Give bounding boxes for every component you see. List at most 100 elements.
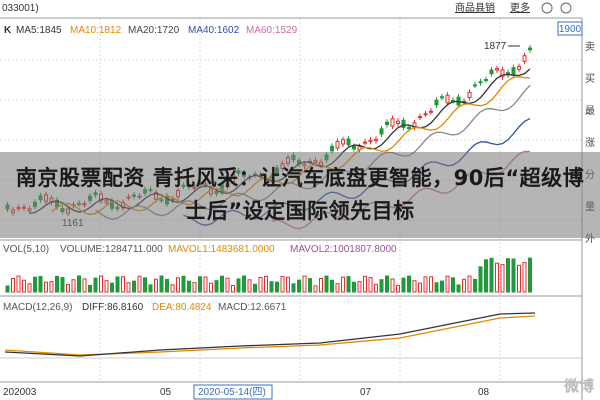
candle-body — [341, 139, 345, 145]
vol-label: MAVOL2:1001807.8000 — [290, 244, 397, 255]
volume-bar — [115, 276, 120, 293]
x-label: 202003 — [3, 387, 37, 398]
candle-body — [335, 140, 340, 149]
volume-bar — [143, 277, 147, 293]
volume-bar — [500, 264, 505, 293]
candle-body — [522, 55, 527, 62]
volume-bar — [60, 277, 65, 293]
volume-bar — [214, 280, 219, 293]
candle-body — [385, 121, 389, 126]
volume-bar — [242, 275, 246, 293]
candle-body — [368, 139, 373, 142]
volume-bar — [148, 284, 153, 293]
volume-bar — [71, 279, 76, 293]
volume-bar — [231, 284, 235, 293]
volume-bar — [324, 275, 329, 293]
candle-body — [401, 119, 406, 128]
volume-bar — [341, 276, 345, 293]
volume-bars — [5, 257, 532, 293]
macd-label: MACD(12,26,9) — [3, 302, 72, 313]
candle-body — [330, 145, 334, 152]
vol-label: VOLUME:1284711.000 — [60, 244, 163, 255]
volume-bar — [203, 276, 208, 293]
volume-bar — [236, 278, 241, 293]
volume-bar — [176, 277, 180, 293]
volume-bar — [451, 277, 455, 293]
volume-bar — [104, 280, 109, 293]
ma-label: MA40:1602 — [188, 25, 240, 36]
x-label: 07 — [360, 387, 372, 398]
candle-body — [440, 96, 444, 99]
candle-body — [473, 84, 477, 87]
volume-bar — [187, 280, 191, 293]
icon[interactable] — [560, 2, 572, 14]
volume-bar — [440, 280, 444, 293]
candle-body — [429, 110, 433, 113]
volume-bar — [49, 281, 54, 293]
volume-bar — [429, 276, 433, 293]
icon[interactable] — [541, 2, 553, 14]
volume-bar — [319, 278, 323, 293]
volume-bar — [55, 275, 59, 293]
candle-body — [528, 47, 532, 51]
volume-bar — [412, 280, 417, 293]
volume-bar — [368, 277, 373, 293]
volume-bar — [473, 278, 477, 293]
volume-bar — [297, 279, 301, 293]
volume-bar — [165, 278, 169, 293]
price-box — [557, 21, 583, 36]
headline: 南京股票配资 青托风采：让汽车底盘更智能，90后“超级博士后”设定国际领先目标 — [15, 166, 585, 223]
volume-bar — [489, 257, 494, 293]
candle-body — [484, 79, 488, 82]
volume-bar — [335, 283, 340, 293]
candle-body — [445, 94, 450, 104]
x-label: 2020-05-14(四) — [198, 387, 266, 398]
volume-bar — [132, 280, 136, 293]
volume-bar — [445, 275, 450, 293]
volume-bar — [506, 258, 510, 293]
volume-bar — [253, 283, 257, 293]
volume-bar — [495, 262, 499, 293]
candle-body — [363, 141, 367, 144]
ma-label: MA60:1529 — [246, 25, 298, 36]
vol-label: MAVOL1:1483681.0000 — [168, 244, 275, 255]
volume-bar — [396, 284, 400, 293]
headline-banner — [0, 152, 600, 238]
volume-bar — [33, 276, 37, 293]
volume-bar — [291, 283, 296, 293]
volume-bar — [269, 281, 274, 293]
side-tab: 卖 — [585, 41, 595, 53]
x-label: 05 — [160, 387, 172, 398]
ma-label: MA20:1720 — [128, 25, 180, 36]
volume-bar — [357, 281, 362, 293]
ma-label: MA5:1845 — [16, 25, 62, 36]
menu-button[interactable]: 商品县销 — [455, 1, 495, 14]
period: K — [4, 25, 12, 36]
volume-bar — [258, 277, 263, 293]
volume-bar — [302, 275, 307, 293]
volume-bar — [44, 281, 48, 293]
diff-line — [4, 312, 536, 357]
volume-bar — [121, 276, 125, 293]
volume-bar — [456, 284, 461, 293]
high-label: 1877 — [484, 41, 507, 52]
volume-bar — [99, 275, 103, 293]
volume-bar — [77, 275, 81, 293]
volume-bar — [462, 278, 466, 293]
candle-body — [511, 67, 516, 76]
menu-button[interactable]: 更多 — [510, 1, 530, 14]
date-box — [193, 384, 273, 400]
volume-bar — [247, 279, 252, 293]
volume-bar — [385, 275, 389, 293]
candle-body — [396, 120, 400, 124]
volume-bar — [407, 275, 411, 293]
side-tab: 买 — [585, 73, 595, 85]
macd-label: DEA:80.4824 — [152, 302, 212, 313]
volume-bar — [159, 275, 164, 293]
volume-bar — [467, 275, 472, 293]
candle-body — [352, 145, 356, 150]
volume-bar — [352, 281, 356, 293]
volume-bar — [110, 282, 114, 293]
vol-label: VOL(5,10) — [3, 244, 49, 255]
